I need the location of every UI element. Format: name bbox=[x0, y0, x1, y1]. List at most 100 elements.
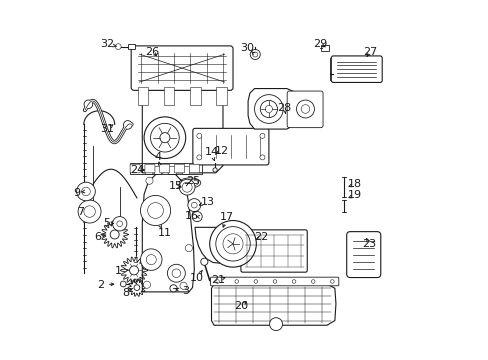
FancyBboxPatch shape bbox=[321, 45, 328, 50]
Text: 5: 5 bbox=[103, 218, 110, 228]
Circle shape bbox=[110, 230, 119, 239]
Text: 18: 18 bbox=[347, 179, 361, 189]
Circle shape bbox=[292, 280, 295, 283]
Text: 28: 28 bbox=[277, 103, 291, 113]
Text: 21: 21 bbox=[211, 275, 225, 285]
Circle shape bbox=[143, 281, 150, 288]
Circle shape bbox=[120, 281, 126, 287]
Circle shape bbox=[140, 249, 162, 270]
FancyBboxPatch shape bbox=[330, 56, 382, 82]
Circle shape bbox=[252, 52, 257, 57]
Circle shape bbox=[265, 105, 272, 113]
Circle shape bbox=[146, 255, 156, 265]
Polygon shape bbox=[128, 279, 145, 296]
Circle shape bbox=[77, 182, 95, 201]
FancyBboxPatch shape bbox=[160, 164, 169, 173]
Polygon shape bbox=[142, 90, 223, 173]
Circle shape bbox=[215, 280, 219, 283]
Circle shape bbox=[129, 266, 138, 275]
Circle shape bbox=[144, 117, 185, 158]
Circle shape bbox=[147, 203, 163, 219]
Circle shape bbox=[160, 133, 169, 143]
Polygon shape bbox=[182, 166, 188, 174]
Polygon shape bbox=[247, 89, 303, 129]
Text: 11: 11 bbox=[158, 228, 172, 238]
Circle shape bbox=[150, 123, 179, 152]
Circle shape bbox=[187, 199, 201, 212]
Circle shape bbox=[192, 212, 202, 222]
Polygon shape bbox=[163, 87, 174, 105]
Polygon shape bbox=[142, 172, 194, 292]
Text: 8: 8 bbox=[122, 288, 129, 298]
Polygon shape bbox=[120, 257, 147, 284]
FancyBboxPatch shape bbox=[286, 91, 323, 128]
Circle shape bbox=[180, 184, 187, 191]
Text: 23: 23 bbox=[362, 239, 376, 249]
Circle shape bbox=[172, 269, 180, 278]
Circle shape bbox=[260, 100, 277, 118]
Circle shape bbox=[180, 282, 187, 289]
Polygon shape bbox=[137, 87, 148, 105]
Circle shape bbox=[81, 187, 90, 196]
Circle shape bbox=[83, 206, 95, 217]
Circle shape bbox=[140, 195, 170, 226]
Text: 30: 30 bbox=[240, 43, 254, 53]
Text: 14: 14 bbox=[204, 147, 218, 157]
Circle shape bbox=[250, 49, 260, 59]
Circle shape bbox=[191, 202, 197, 208]
Circle shape bbox=[215, 226, 250, 261]
Polygon shape bbox=[189, 87, 200, 105]
Text: 6: 6 bbox=[94, 232, 101, 242]
Text: 2: 2 bbox=[97, 280, 104, 290]
FancyBboxPatch shape bbox=[174, 164, 184, 173]
FancyBboxPatch shape bbox=[144, 164, 155, 173]
Circle shape bbox=[254, 95, 283, 123]
Text: 26: 26 bbox=[144, 46, 159, 57]
Circle shape bbox=[182, 182, 192, 192]
Text: 25: 25 bbox=[186, 176, 200, 186]
Text: 10: 10 bbox=[190, 273, 204, 283]
Circle shape bbox=[185, 244, 192, 252]
FancyBboxPatch shape bbox=[210, 277, 338, 286]
Circle shape bbox=[179, 179, 195, 195]
Circle shape bbox=[254, 280, 257, 283]
Text: 17: 17 bbox=[220, 212, 234, 221]
Circle shape bbox=[234, 280, 238, 283]
Circle shape bbox=[273, 280, 276, 283]
Circle shape bbox=[296, 100, 314, 118]
Text: 9: 9 bbox=[73, 188, 80, 198]
Circle shape bbox=[311, 280, 314, 283]
Polygon shape bbox=[195, 227, 220, 263]
Circle shape bbox=[112, 217, 126, 231]
Circle shape bbox=[196, 155, 202, 160]
Circle shape bbox=[167, 264, 185, 282]
Polygon shape bbox=[101, 221, 128, 248]
Circle shape bbox=[169, 285, 177, 292]
Text: 19: 19 bbox=[347, 190, 361, 200]
Text: 27: 27 bbox=[363, 46, 377, 57]
Text: 15: 15 bbox=[168, 181, 183, 192]
FancyBboxPatch shape bbox=[130, 164, 140, 173]
Circle shape bbox=[260, 155, 264, 160]
Circle shape bbox=[78, 200, 101, 223]
Polygon shape bbox=[154, 166, 161, 174]
Polygon shape bbox=[211, 284, 335, 325]
FancyBboxPatch shape bbox=[346, 231, 380, 278]
Text: 20: 20 bbox=[233, 301, 247, 311]
FancyBboxPatch shape bbox=[192, 129, 268, 165]
Circle shape bbox=[223, 234, 243, 254]
Text: 29: 29 bbox=[312, 40, 326, 49]
Text: 12: 12 bbox=[215, 145, 229, 156]
Circle shape bbox=[134, 285, 140, 291]
Text: 22: 22 bbox=[254, 232, 268, 242]
Circle shape bbox=[117, 221, 122, 226]
Circle shape bbox=[196, 134, 202, 138]
Polygon shape bbox=[168, 166, 175, 174]
FancyBboxPatch shape bbox=[127, 44, 135, 49]
Text: 16: 16 bbox=[184, 211, 198, 221]
Circle shape bbox=[269, 318, 282, 330]
Circle shape bbox=[260, 134, 264, 138]
Text: 31: 31 bbox=[101, 124, 114, 134]
Circle shape bbox=[209, 221, 256, 267]
Text: 24: 24 bbox=[130, 165, 144, 175]
